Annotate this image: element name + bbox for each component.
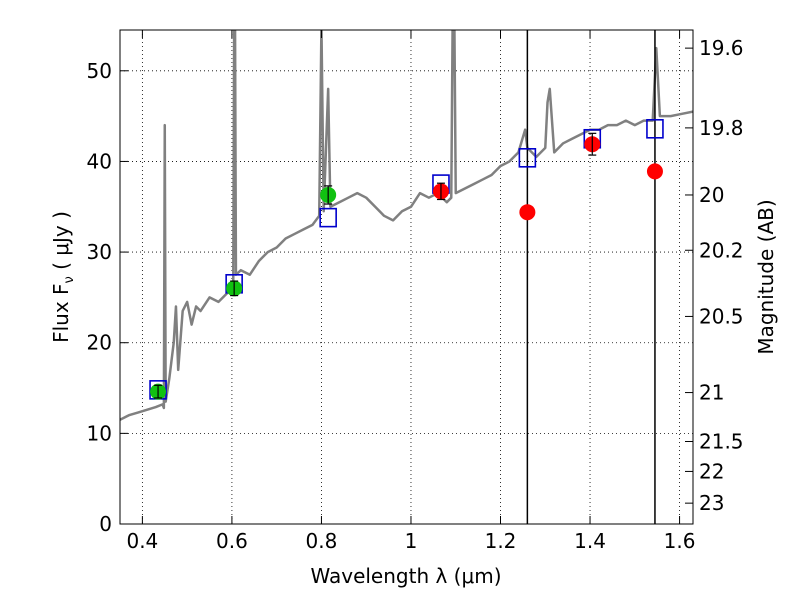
y-tick-label: 50 [87, 59, 112, 83]
y-tick-label: 0 [99, 512, 112, 536]
x-tick-label: 1.6 [664, 529, 696, 553]
model-photometry-box [319, 207, 337, 228]
spectrum-line [120, 30, 693, 421]
y-axis-label-main: Flux F [49, 283, 73, 342]
y-tick-label: 30 [87, 240, 112, 264]
magnitude-tick-label: 20 [699, 183, 724, 207]
model-photometry-box [646, 119, 664, 139]
plot-frame [119, 29, 694, 525]
red-measurement-point [519, 204, 536, 221]
magnitude-tick-label: 23 [699, 491, 724, 515]
x-tick-label: 1 [405, 529, 418, 553]
magnitude-tick-label: 20.2 [699, 238, 744, 262]
x-tick-label: 0.6 [216, 529, 248, 553]
y-axis-label-subscript: ν [62, 276, 77, 283]
data-layer [120, 30, 693, 524]
grid [120, 30, 693, 525]
ticks: 0.4 0.6 0.8 1 1.2 1.4 1.6 0 10 20 30 40 50 19.6 19.8 20… [87, 30, 744, 553]
magnitude-tick-label: 20.5 [699, 304, 744, 328]
red-measurement-point [646, 163, 663, 180]
x-tick-label: 0.4 [126, 529, 158, 553]
x-axis-label: Wavelength λ (μm) [310, 564, 501, 588]
y-tick-label: 20 [87, 331, 112, 355]
y-axis-label: Flux Fν ( μJy ) [49, 211, 77, 343]
magnitude-tick-label: 19.6 [699, 36, 744, 60]
y-axis-label-unit: ( μJy ) [49, 211, 73, 276]
magnitude-tick-label: 21 [699, 381, 724, 405]
y-tick-label: 40 [87, 149, 112, 173]
x-tick-label: 1.4 [574, 529, 606, 553]
magnitude-tick-label: 22 [699, 459, 724, 483]
magnitude-tick-label: 21.5 [699, 430, 744, 454]
model-photometry-box [518, 148, 537, 168]
x-tick-label: 1.2 [485, 529, 517, 553]
right-axis-label: Magnitude (AB) [754, 199, 778, 354]
y-tick-label: 10 [87, 421, 112, 445]
magnitude-tick-label: 19.8 [699, 116, 744, 140]
x-tick-label: 0.8 [306, 529, 338, 553]
